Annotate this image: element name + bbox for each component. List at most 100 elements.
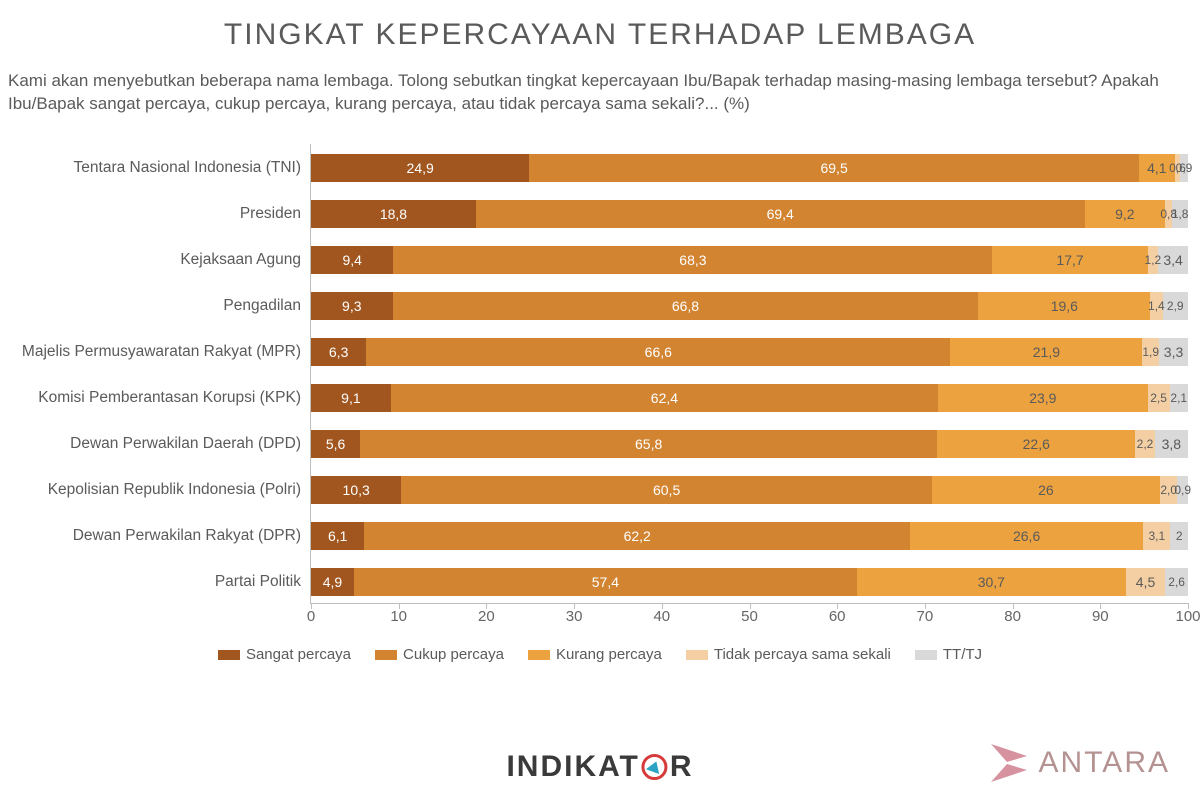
bar-value-label: 69,5 <box>820 160 847 176</box>
antara-arrow-icon <box>985 740 1031 786</box>
x-tick-label: 80 <box>1004 608 1021 625</box>
legend-swatch <box>686 650 708 660</box>
chart-question: Kami akan menyebutkan beberapa nama lemb… <box>0 70 1200 116</box>
x-tick-label: 30 <box>566 608 583 625</box>
bar-value-label: 3,1 <box>1148 529 1165 543</box>
bar-value-label: 66,8 <box>672 298 699 314</box>
x-tick-label: 10 <box>390 608 407 625</box>
brand-indikator-text-left: INDIKAT <box>506 750 639 784</box>
bar-segment: 66,8 <box>393 292 979 320</box>
bar-segment: 2,6 <box>1165 568 1188 596</box>
bar-segment: 18,8 <box>311 200 476 228</box>
bar-value-label: 62,4 <box>651 390 678 406</box>
x-tick-label: 100 <box>1175 608 1200 625</box>
bar-value-label: 69,4 <box>767 206 794 222</box>
bar-segment: 62,4 <box>391 384 938 412</box>
legend-item: Tidak percaya sama sekali <box>686 646 891 663</box>
x-tick-label: 50 <box>741 608 758 625</box>
bar-segment: 69,5 <box>529 154 1139 182</box>
bar-segment: 69,4 <box>476 200 1085 228</box>
bar-segment: 26,6 <box>910 522 1143 550</box>
bar-value-label: 22,6 <box>1023 436 1050 452</box>
bar-value-label: 0,9 <box>1174 483 1191 497</box>
bar-row: Pengadilan9,366,819,61,42,9 <box>311 292 1188 320</box>
category-label: Dewan Perwakilan Rakyat (DPR) <box>1 522 311 550</box>
bar-segment: 0,9 <box>1180 154 1188 182</box>
legend-label: Cukup percaya <box>403 646 504 663</box>
bar-segment: 2,2 <box>1135 430 1154 458</box>
bar-segment: 2,9 <box>1163 292 1188 320</box>
legend-label: TT/TJ <box>943 646 982 663</box>
bar-segment: 1,8 <box>1172 200 1188 228</box>
brand-antara-logo: ANTARA <box>985 740 1170 786</box>
brand-indikator-text-right: R <box>670 750 694 784</box>
bar-value-label: 9,3 <box>342 298 361 314</box>
bar-row: Dewan Perwakilan Rakyat (DPR)6,162,226,6… <box>311 522 1188 550</box>
bar-segment: 65,8 <box>360 430 937 458</box>
bar-segment: 22,6 <box>937 430 1135 458</box>
bar-value-label: 4,5 <box>1136 574 1155 590</box>
bar-segment: 6,3 <box>311 338 366 366</box>
bar-value-label: 0,9 <box>1176 161 1193 175</box>
bar-value-label: 2,1 <box>1170 391 1187 405</box>
bar-segment: 9,4 <box>311 246 393 274</box>
chart-area: 0102030405060708090100Tentara Nasional I… <box>310 144 1188 634</box>
bar-row: Dewan Perwakilan Daerah (DPD)5,665,822,6… <box>311 430 1188 458</box>
legend-label: Kurang percaya <box>556 646 662 663</box>
bar-value-label: 68,3 <box>679 252 706 268</box>
bar-row: Majelis Permusyawaratan Rakyat (MPR)6,36… <box>311 338 1188 366</box>
bar-value-label: 19,6 <box>1051 298 1078 314</box>
legend-swatch <box>218 650 240 660</box>
category-label: Komisi Pemberantasan Korupsi (KPK) <box>1 384 311 412</box>
bar-segment: 9,1 <box>311 384 391 412</box>
x-tick-label: 0 <box>307 608 315 625</box>
bar-segment: 23,9 <box>938 384 1148 412</box>
compass-icon <box>642 754 668 780</box>
bar-segment: 6,1 <box>311 522 364 550</box>
bar-value-label: 2 <box>1176 529 1183 543</box>
bar-segment: 26 <box>932 476 1160 504</box>
bar-value-label: 1,8 <box>1172 207 1189 221</box>
bar-value-label: 60,5 <box>653 482 680 498</box>
legend-item: Cukup percaya <box>375 646 504 663</box>
category-label: Dewan Perwakilan Daerah (DPD) <box>1 430 311 458</box>
legend-swatch <box>528 650 550 660</box>
brand-antara-text: ANTARA <box>1039 746 1170 780</box>
bar-segment: 1,4 <box>1150 292 1162 320</box>
bar-value-label: 9,1 <box>341 390 360 406</box>
bar-value-label: 2,2 <box>1137 437 1154 451</box>
bar-value-label: 30,7 <box>978 574 1005 590</box>
bar-value-label: 2,9 <box>1167 299 1184 313</box>
bar-segment: 9,2 <box>1085 200 1166 228</box>
bar-segment: 3,8 <box>1155 430 1188 458</box>
category-label: Presiden <box>1 200 311 228</box>
category-label: Kejaksaan Agung <box>1 246 311 274</box>
bar-value-label: 66,6 <box>645 344 672 360</box>
legend-label: Sangat percaya <box>246 646 351 663</box>
legend-swatch <box>915 650 937 660</box>
legend-swatch <box>375 650 397 660</box>
bar-segment: 30,7 <box>857 568 1126 596</box>
bar-segment: 1,2 <box>1148 246 1159 274</box>
bar-value-label: 6,3 <box>329 344 348 360</box>
bar-value-label: 1,2 <box>1145 253 1162 267</box>
plot-region: 0102030405060708090100Tentara Nasional I… <box>310 144 1188 604</box>
bar-segment: 19,6 <box>978 292 1150 320</box>
bar-value-label: 10,3 <box>343 482 370 498</box>
bar-value-label: 1,9 <box>1142 345 1159 359</box>
legend-item: TT/TJ <box>915 646 982 663</box>
bar-segment: 66,6 <box>366 338 950 366</box>
x-tick-label: 60 <box>829 608 846 625</box>
bar-segment: 3,3 <box>1159 338 1188 366</box>
bar-segment: 3,1 <box>1143 522 1170 550</box>
bar-segment: 17,7 <box>992 246 1147 274</box>
bar-value-label: 9,2 <box>1115 206 1134 222</box>
bar-segment: 21,9 <box>950 338 1142 366</box>
brand-indikator-logo: INDIKAT R <box>506 750 693 784</box>
bar-value-label: 1,4 <box>1148 299 1165 313</box>
bar-segment: 4,9 <box>311 568 354 596</box>
bar-value-label: 24,9 <box>407 160 434 176</box>
bar-value-label: 4,9 <box>323 574 342 590</box>
bar-value-label: 3,8 <box>1162 436 1181 452</box>
bar-value-label: 2,6 <box>1168 575 1185 589</box>
